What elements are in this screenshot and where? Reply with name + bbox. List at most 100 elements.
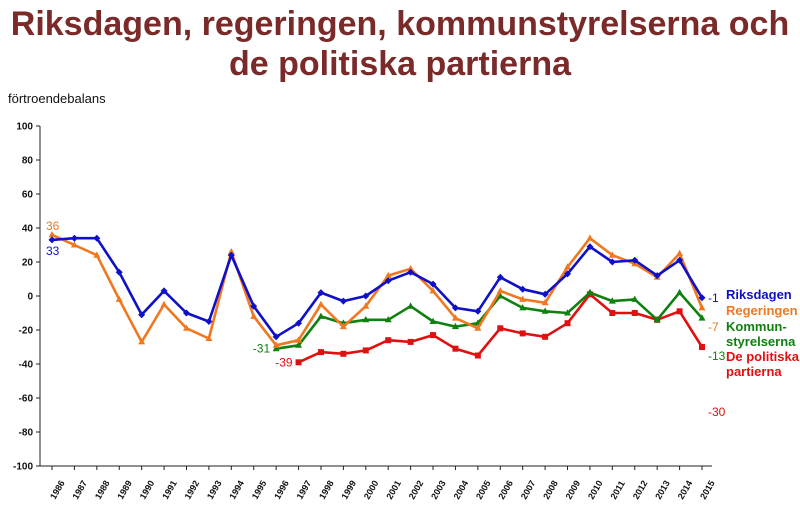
de-politiska-partierna-point xyxy=(362,347,369,354)
riksdagen-point xyxy=(519,285,527,293)
riksdagen-point xyxy=(631,256,639,264)
kommunstyrelserna-point xyxy=(429,317,437,324)
x-tick-label: 1997 xyxy=(295,479,314,501)
chart-title-line2: de politiska partierna xyxy=(229,45,571,83)
regeringen-point xyxy=(564,263,572,270)
de-politiska-partierna-end-label: -30 xyxy=(708,405,726,419)
kommunstyrelserna-point xyxy=(631,295,639,302)
de-politiska-partierna-start-label: -39 xyxy=(275,355,293,369)
regeringen-point xyxy=(496,287,504,294)
regeringen-point xyxy=(48,231,56,238)
riksdagen-point xyxy=(429,280,437,288)
y-tick-label: 60 xyxy=(22,190,34,201)
kommunstyrelserna-point xyxy=(519,304,527,311)
y-tick-label: -40 xyxy=(19,360,34,371)
regeringen-point xyxy=(93,251,101,258)
regeringen-point xyxy=(115,295,123,302)
de-politiska-partierna-legend-label: De politiska xyxy=(726,349,800,364)
kommunstyrelserna-start-label: -31 xyxy=(253,342,271,356)
x-tick-label: 1998 xyxy=(317,479,336,501)
kommunstyrelserna-point xyxy=(676,288,684,296)
riksdagen-point xyxy=(407,268,415,276)
x-tick-label: 2012 xyxy=(631,479,650,501)
de-politiska-partierna-point xyxy=(340,350,347,357)
riksdagen-point xyxy=(653,272,661,280)
de-politiska-partierna-point xyxy=(497,325,504,332)
de-politiska-partierna-point xyxy=(676,308,683,315)
riksdagen-point xyxy=(474,307,482,315)
x-tick-label: 1992 xyxy=(183,479,202,501)
x-tick-label: 1987 xyxy=(70,479,89,501)
riksdagen-point xyxy=(70,234,78,242)
riksdagen-point xyxy=(541,290,549,298)
x-tick-label: 2002 xyxy=(407,479,426,501)
de-politiska-partierna-point xyxy=(295,359,302,366)
regeringen-point xyxy=(541,299,549,306)
de-politiska-partierna-point xyxy=(317,349,324,356)
y-tick-label: -60 xyxy=(19,394,34,405)
regeringen-legend-label: Regeringen xyxy=(726,303,798,318)
x-tick-label: 1988 xyxy=(93,479,112,501)
de-politiska-partierna-point xyxy=(385,337,392,344)
riksdagen-legend-label: Riksdagen xyxy=(726,287,792,302)
regeringen-point xyxy=(676,249,684,256)
regeringen-end-label: -7 xyxy=(708,320,719,334)
kommunstyrelserna-point xyxy=(317,312,325,319)
regeringen-point xyxy=(474,324,482,331)
regeringen-point xyxy=(698,304,706,311)
regeringen-point xyxy=(272,341,280,348)
kommunstyrelserna-legend-label: Kommun- xyxy=(726,319,787,334)
regeringen-point xyxy=(407,265,415,272)
regeringen-point xyxy=(182,324,190,331)
de-politiska-partierna-point xyxy=(631,310,638,316)
y-tick-label: -20 xyxy=(19,326,34,337)
x-tick-label: 1991 xyxy=(160,479,179,501)
riksdagen-point xyxy=(115,268,123,276)
x-tick-label: 2009 xyxy=(564,479,583,501)
de-politiska-partierna-point xyxy=(609,310,616,316)
de-politiska-partierna-point xyxy=(564,320,571,327)
riksdagen-point xyxy=(250,302,258,310)
regeringen-point xyxy=(250,312,258,319)
de-politiska-partierna-point xyxy=(407,338,414,345)
regeringen-point xyxy=(295,336,303,343)
x-tick-label: 2011 xyxy=(608,479,626,501)
de-politiska-partierna-point xyxy=(699,344,705,350)
de-politiska-partierna-point xyxy=(452,345,459,352)
regeringen-point xyxy=(70,241,78,248)
x-tick-label: 2008 xyxy=(541,479,560,501)
kommunstyrelserna-point xyxy=(451,322,459,330)
riksdagen-point xyxy=(676,256,684,264)
chart-title-line1: Riksdagen, regeringen, kommunstyrelserna… xyxy=(10,5,790,43)
x-tick-label: 1989 xyxy=(115,479,134,501)
riksdagen-point xyxy=(182,309,190,317)
riksdagen-point xyxy=(586,243,594,251)
riksdagen-point xyxy=(93,234,101,242)
regeringen-point xyxy=(160,300,168,307)
x-tick-label: 2014 xyxy=(676,479,695,501)
riksdagen-line xyxy=(51,236,704,339)
y-axis-label: förtroendebalans xyxy=(8,91,106,106)
regeringen-point xyxy=(519,295,527,302)
riksdagen-point xyxy=(227,251,235,259)
kommunstyrelserna-point xyxy=(272,344,280,352)
x-tick-label: 1995 xyxy=(250,479,269,501)
y-tick-label: 100 xyxy=(16,122,33,133)
x-tick-label: 1996 xyxy=(272,479,291,501)
de-politiska-partierna-point xyxy=(542,333,549,340)
x-tick-label: 2010 xyxy=(586,479,605,501)
regeringen-point xyxy=(317,300,325,307)
de-politiska-partierna-legend-label: partierna xyxy=(726,364,782,379)
riksdagen-point xyxy=(698,294,706,302)
regeringen-point xyxy=(608,251,616,258)
riksdagen-start-label: 33 xyxy=(46,244,60,258)
riksdagen-point xyxy=(451,304,459,312)
de-politiska-partierna-point xyxy=(474,352,481,359)
regeringen-start-label: 36 xyxy=(46,219,60,233)
kommunstyrelserna-point xyxy=(564,309,572,316)
riksdagen-point xyxy=(295,319,303,327)
kommunstyrelserna-point xyxy=(541,307,549,314)
kommunstyrelserna-point xyxy=(608,297,616,304)
riksdagen-point xyxy=(564,270,572,278)
